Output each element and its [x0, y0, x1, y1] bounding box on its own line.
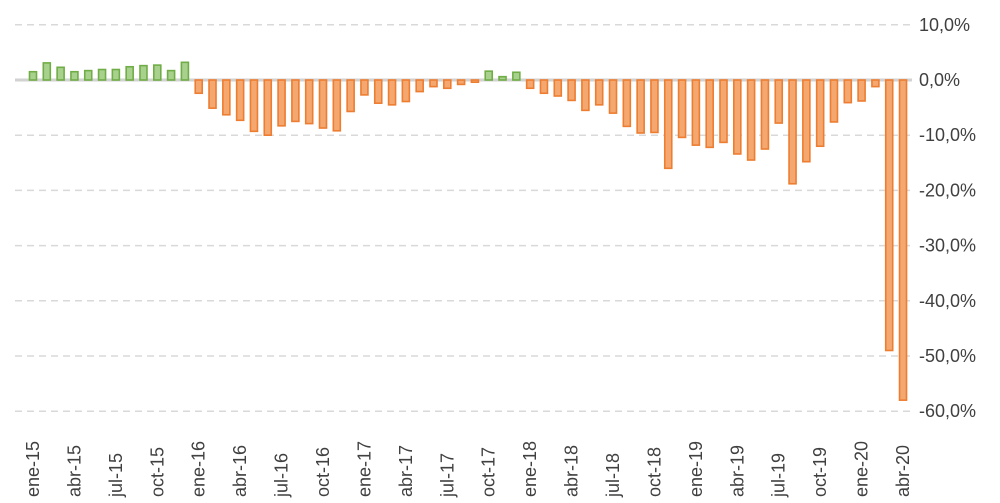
bar — [636, 79, 645, 134]
y-axis-tick-label: -40,0% — [919, 291, 976, 311]
bar — [222, 79, 231, 116]
x-axis-tick-label: jul-16 — [272, 453, 292, 498]
y-axis-tick-label: 10,0% — [919, 15, 970, 35]
bar — [208, 79, 217, 109]
bar — [97, 68, 107, 81]
bar — [166, 69, 176, 81]
x-axis-tick-label: jul-19 — [769, 453, 789, 498]
x-axis-tick-label: oct-16 — [313, 447, 333, 497]
bar — [139, 64, 148, 81]
bar — [539, 79, 549, 95]
bar — [871, 79, 880, 88]
bar — [346, 79, 355, 113]
bar — [456, 79, 466, 86]
bar — [594, 79, 604, 106]
bar — [898, 79, 908, 401]
x-axis-tick-label: oct-15 — [147, 447, 167, 497]
bar — [484, 70, 494, 81]
y-axis-tick-label: -30,0% — [919, 236, 976, 256]
bar — [194, 79, 204, 95]
bar — [401, 79, 411, 103]
x-axis-tick-label: ene-19 — [686, 441, 706, 497]
x-axis-tick-label: oct-19 — [810, 447, 830, 497]
x-axis-tick-label: abr-19 — [727, 445, 747, 497]
bar — [42, 62, 52, 81]
bar — [318, 79, 328, 129]
x-axis-tick-label: ene-20 — [852, 441, 872, 497]
bar — [429, 79, 438, 88]
x-axis-tick-label: abr-18 — [562, 445, 582, 497]
bar — [235, 79, 245, 122]
bar — [691, 79, 701, 146]
bar — [111, 68, 121, 81]
bar — [56, 66, 65, 81]
y-axis-tick-label: -10,0% — [919, 125, 976, 145]
bar — [829, 79, 839, 123]
bar — [249, 79, 259, 133]
bar — [125, 65, 134, 81]
bar — [470, 79, 480, 84]
bar — [608, 79, 618, 114]
y-axis-tick-label: -50,0% — [919, 346, 976, 366]
bar — [677, 79, 687, 139]
x-axis-tick-label: oct-17 — [479, 447, 499, 497]
bar — [553, 79, 563, 97]
x-axis-tick-label: abr-20 — [893, 445, 913, 497]
bar — [152, 64, 162, 81]
bar — [83, 69, 93, 81]
x-axis-tick-label: jul-17 — [437, 453, 457, 498]
x-axis-tick-label: ene-15 — [23, 441, 43, 497]
bar — [815, 79, 825, 148]
bar — [442, 79, 452, 90]
y-axis-tick-label: 0,0% — [919, 70, 960, 90]
y-axis-tick-label: -60,0% — [919, 401, 976, 421]
bar — [415, 79, 424, 93]
bar — [760, 79, 770, 150]
bar — [802, 79, 811, 163]
bar — [884, 79, 894, 352]
bar — [746, 79, 756, 161]
bar — [277, 79, 286, 127]
bar — [70, 70, 79, 81]
bar — [857, 79, 866, 102]
bar — [581, 79, 590, 112]
x-axis-tick-label: ene-16 — [189, 441, 209, 497]
bar — [28, 70, 38, 81]
x-axis-tick-label: ene-17 — [354, 441, 374, 497]
bar — [843, 79, 853, 104]
bar — [650, 79, 659, 134]
x-axis-tick-label: abr-17 — [396, 445, 416, 497]
x-axis-tick-label: jul-18 — [603, 453, 623, 498]
bar — [705, 79, 714, 149]
bar — [387, 79, 397, 106]
bar — [291, 79, 300, 123]
x-axis-tick-label: abr-15 — [64, 445, 84, 497]
x-axis-tick-label: oct-18 — [644, 447, 664, 497]
bar — [263, 79, 273, 137]
bar — [719, 79, 728, 144]
bar — [373, 79, 383, 104]
bar — [498, 75, 507, 81]
x-axis-tick-label: ene-18 — [520, 441, 540, 497]
bar — [733, 79, 742, 155]
bar — [304, 79, 314, 125]
bar — [332, 79, 342, 132]
bar — [622, 79, 632, 128]
bar — [567, 79, 576, 102]
bar — [788, 79, 797, 185]
bar — [360, 79, 369, 96]
bar — [512, 71, 521, 81]
y-axis-tick-label: -20,0% — [919, 180, 976, 200]
x-axis-tick-label: abr-16 — [230, 445, 250, 497]
bar — [180, 61, 190, 81]
bar — [663, 79, 673, 170]
bar — [525, 79, 535, 90]
bar — [774, 79, 784, 124]
x-axis-tick-label: jul-15 — [106, 453, 126, 498]
